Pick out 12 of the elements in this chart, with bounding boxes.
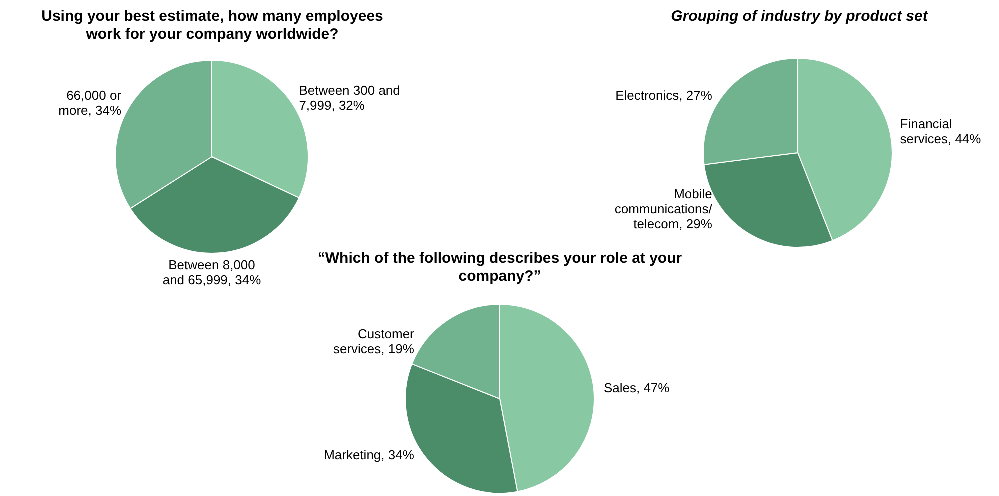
chart-title: “Which of the following describes your role at your company?” xyxy=(316,250,684,286)
chart-title: Using your best estimate, how many employees work for your company worldwide? xyxy=(40,8,384,44)
slice-label: Customer services, 19% xyxy=(333,326,416,356)
slice-label: Electronics, 27% xyxy=(616,88,713,103)
slice-label: Financial services, 44% xyxy=(900,116,982,147)
slice-label: Marketing, 34% xyxy=(324,447,415,462)
slice-label: Mobile communications/ telecom, 29% xyxy=(614,186,713,232)
slice-label: Between 300 and 7,999, 32% xyxy=(299,83,400,114)
chart-title: Grouping of industry by product set xyxy=(670,8,930,26)
slice-label: Between 8,000 and 65,999, 34% xyxy=(162,257,262,288)
slice-label: Sales, 47% xyxy=(604,380,670,396)
slice-label: 66,000 or more, 34% xyxy=(58,88,122,118)
